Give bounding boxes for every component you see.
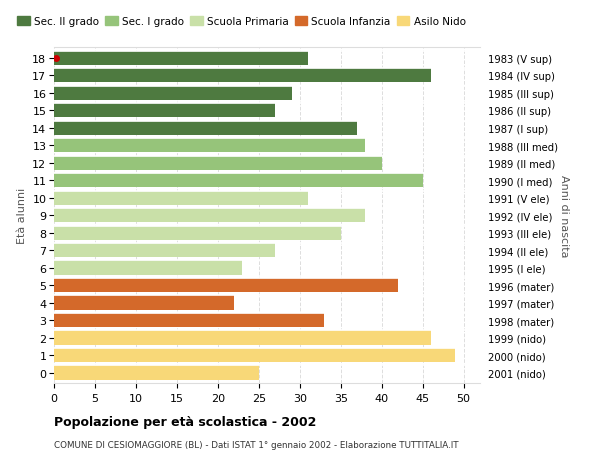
Bar xyxy=(54,191,308,206)
Bar xyxy=(54,348,455,363)
Bar xyxy=(54,278,398,293)
Y-axis label: Anni di nascita: Anni di nascita xyxy=(559,174,569,257)
Text: Popolazione per età scolastica - 2002: Popolazione per età scolastica - 2002 xyxy=(54,415,316,428)
Bar xyxy=(54,226,341,241)
Bar xyxy=(54,313,325,328)
Bar xyxy=(54,69,431,83)
Bar xyxy=(54,174,422,188)
Bar xyxy=(54,366,259,380)
Bar xyxy=(54,296,234,310)
Bar xyxy=(54,243,275,258)
Bar xyxy=(54,156,382,171)
Bar xyxy=(54,331,431,345)
Legend: Sec. II grado, Sec. I grado, Scuola Primaria, Scuola Infanzia, Asilo Nido: Sec. II grado, Sec. I grado, Scuola Prim… xyxy=(15,15,467,29)
Bar xyxy=(54,86,292,101)
Bar xyxy=(54,121,357,135)
Bar xyxy=(54,261,242,275)
Bar xyxy=(54,139,365,153)
Bar xyxy=(54,104,275,118)
Y-axis label: Età alunni: Età alunni xyxy=(17,188,26,244)
Bar xyxy=(54,208,365,223)
Text: COMUNE DI CESIOMAGGIORE (BL) - Dati ISTAT 1° gennaio 2002 - Elaborazione TUTTITA: COMUNE DI CESIOMAGGIORE (BL) - Dati ISTA… xyxy=(54,440,458,449)
Bar xyxy=(54,51,308,66)
